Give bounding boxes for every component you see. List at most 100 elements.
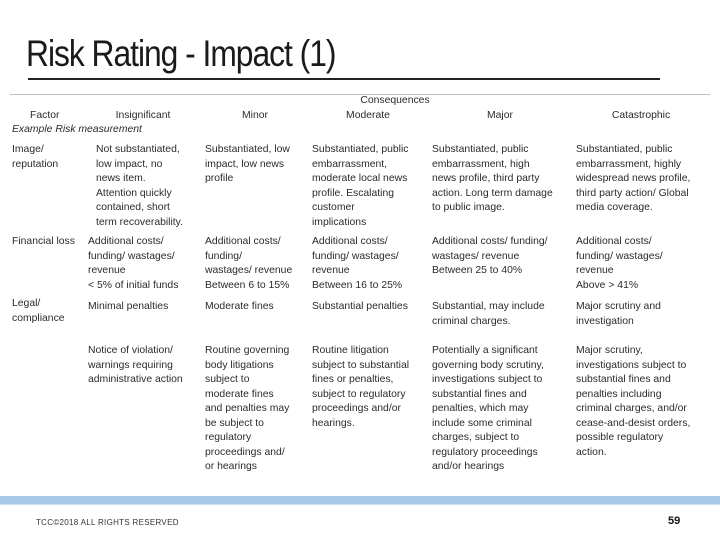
cell-line: or hearings <box>205 461 257 472</box>
cell-line: penalties, which may <box>432 403 529 414</box>
cell-line: Substantial, may include <box>432 301 545 312</box>
cell-line: proceedings and/or <box>312 403 401 414</box>
cell-line: Between 6 to 15% <box>205 279 290 291</box>
cell-line: Substantiated, low <box>205 144 290 155</box>
cell-line: investigations subject to <box>432 374 543 385</box>
cell-line: action. <box>576 446 607 458</box>
footer-divider <box>0 504 720 505</box>
column-header-moderate: Moderate <box>346 110 390 121</box>
column-header-major: Major <box>487 110 513 121</box>
cell-line: fines or penalties, <box>312 374 394 385</box>
cell-line: Legal/ <box>12 298 41 309</box>
table-cell: Moderate fines <box>205 300 309 315</box>
example-risk-label: Example Risk measurement <box>12 124 142 135</box>
cell-line: regulatory proceedings <box>432 446 538 458</box>
cell-line: warnings requiring <box>88 359 173 371</box>
cell-line: Notice of violation/ <box>88 345 173 356</box>
cell-line: Above > 41% <box>576 279 639 291</box>
cell-line: Moderate fines <box>205 301 274 312</box>
cell-line: Substantiated, public <box>432 144 529 155</box>
title-underline <box>28 78 660 80</box>
cell-line: embarrassment, <box>312 158 388 170</box>
table-cell: Notice of violation/warnings requiring ad… <box>88 344 204 388</box>
table-cell: Additional costs/funding/ wastages/reven… <box>576 235 708 293</box>
cell-line: customer <box>312 202 355 213</box>
table-cell: Minimal penalties <box>88 300 204 315</box>
cell-line: Minimal penalties <box>88 301 169 312</box>
cell-line: term recoverability. <box>96 216 183 228</box>
cell-line: Additional costs/ funding/ <box>432 236 548 247</box>
cell-line: action. Long term damage <box>432 187 553 199</box>
cell-line: and penalties may <box>205 403 290 414</box>
footer-bar <box>0 496 720 504</box>
cell-line: funding/ wastages/ <box>576 250 663 262</box>
cell-line: Additional costs/ <box>205 236 281 247</box>
cell-line: moderate fines <box>205 388 274 400</box>
cell-line: wastages/ revenue <box>432 250 520 262</box>
cell-line: Between 25 to 40% <box>432 265 523 276</box>
row-factor-label: Legal/compliance <box>12 297 86 326</box>
cell-line: be subject to <box>205 417 264 429</box>
cell-line: Potentially a significant <box>432 345 538 356</box>
table-cell: Substantiated, public embarrassment, high… <box>432 143 574 216</box>
cell-line: investigation <box>576 315 634 327</box>
cell-line: Additional costs/ <box>576 236 652 247</box>
cell-line: administrative action <box>88 374 183 385</box>
cell-line: Major scrutiny, <box>576 345 643 356</box>
table-cell: Not substantiated, low impact, no news ite… <box>96 143 212 230</box>
table-cell: Major scrutiny and investigation <box>576 300 708 329</box>
cell-line: Not substantiated, <box>96 144 180 155</box>
column-header-insignificant: Insignificant <box>115 110 171 121</box>
cell-line: possible regulatory <box>576 432 664 443</box>
row-factor-label: Image/reputation <box>12 143 86 172</box>
table-cell: Substantial, may include criminal charges… <box>432 300 574 329</box>
table-top-border <box>10 94 710 95</box>
cell-line: body litigations <box>205 359 274 371</box>
cell-line: reputation <box>12 158 59 170</box>
cell-line: Routine litigation <box>312 345 389 356</box>
table-cell: Substantiated, public embarrassment, high… <box>576 143 708 216</box>
cell-line: penalties including <box>576 388 662 400</box>
cell-line: subject to <box>205 374 250 385</box>
table-cell: Routine governing body litigations subject… <box>205 344 309 475</box>
table-cell: Major scrutiny, investigations subject to… <box>576 344 708 460</box>
cell-line: criminal charges, and/or <box>576 403 687 414</box>
cell-line: embarrassment, highly <box>576 158 682 170</box>
factor-header: Factor <box>30 110 60 121</box>
cell-line: substantial fines and <box>432 388 527 400</box>
cell-line: embarrassment, high <box>432 158 530 170</box>
cell-line: hearings. <box>312 417 355 429</box>
table-cell: Substantiated, public embarrassment, moder… <box>312 143 430 230</box>
cell-line: Substantial penalties <box>312 301 408 312</box>
cell-line: widespread news profile, <box>576 173 691 184</box>
cell-line: charges, subject to <box>432 432 520 443</box>
column-header-catastrophic: Catastrophic <box>611 110 671 121</box>
cell-line: revenue <box>312 265 350 276</box>
cell-line: compliance <box>12 312 65 324</box>
cell-line: contained, short <box>96 202 170 213</box>
cell-line: funding/ <box>205 250 242 262</box>
cell-line: revenue <box>88 265 126 276</box>
cell-line: cease-and-desist orders, <box>576 417 691 429</box>
cell-line: third party action/ Global <box>576 187 689 199</box>
table-cell: Substantial penalties <box>312 300 430 315</box>
column-header-minor: Minor <box>242 110 268 121</box>
cell-line: subject to substantial <box>312 359 410 371</box>
cell-line: substantial fines and <box>576 374 671 385</box>
cell-line: impact, low news <box>205 158 285 170</box>
cell-line: news item. <box>96 173 146 184</box>
cell-line: investigations subject to <box>576 359 687 371</box>
cell-line: media coverage. <box>576 202 653 213</box>
cell-line: Between 16 to 25% <box>312 279 403 291</box>
cell-line: criminal charges. <box>432 315 511 327</box>
cell-line: revenue <box>576 265 614 276</box>
row-factor-label: Financial loss <box>12 235 86 250</box>
cell-line: Major scrutiny and <box>576 301 661 312</box>
cell-line: regulatory <box>205 432 252 443</box>
cell-line: profile. Escalating <box>312 187 395 199</box>
table-cell: Additional costs/funding/ wastages/reven… <box>88 235 204 293</box>
cell-line: Additional costs/ <box>88 236 164 247</box>
table-cell: Additional costs/ funding/wastages/ reve… <box>432 235 574 279</box>
slide-title: Risk Rating - Impact (1) <box>26 33 336 74</box>
cell-line: implications <box>312 216 367 228</box>
